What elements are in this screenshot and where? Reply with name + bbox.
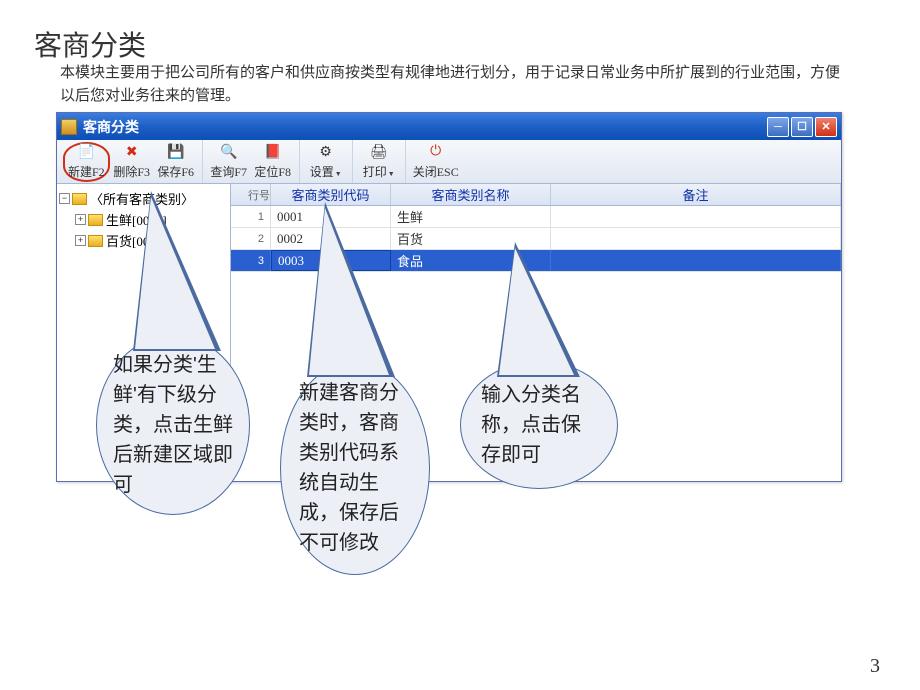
col-rownum[interactable]: 行号	[231, 184, 271, 205]
delete-button[interactable]: ✖ 删除F3	[110, 142, 154, 182]
cell-name[interactable]: 生鲜	[391, 206, 551, 227]
close-button[interactable]: ✕	[815, 117, 837, 137]
col-remark[interactable]: 备注	[551, 184, 841, 205]
close-esc-label: 关闭ESC	[413, 163, 459, 180]
delete-label: 删除F3	[113, 163, 150, 180]
new-icon: 📄	[77, 144, 95, 161]
collapse-icon[interactable]: −	[59, 193, 70, 204]
query-icon: 🔍	[220, 144, 238, 161]
cell-rownum: 1	[231, 206, 271, 227]
save-icon: 💾	[167, 144, 185, 161]
print-icon: 🖨	[370, 144, 388, 161]
locate-label: 定位F8	[254, 163, 291, 180]
callout-name: 输入分类名称，点击保存即可	[460, 361, 618, 489]
window-title: 客商分类	[83, 117, 767, 137]
folder-icon	[72, 193, 87, 205]
titlebar[interactable]: 客商分类 ─ ☐ ✕	[57, 113, 841, 140]
settings-icon: ⚙	[317, 144, 335, 161]
locate-icon: 📕	[264, 144, 282, 161]
callout-tree: 如果分类'生鲜'有下级分类，点击生鲜后新建区域即可	[96, 335, 250, 515]
power-icon: ⏻	[427, 144, 445, 161]
minimize-button[interactable]: ─	[767, 117, 789, 137]
callout-text: 输入分类名称，点击保存即可	[481, 380, 597, 470]
cell-remark[interactable]	[551, 228, 841, 249]
cell-remark[interactable]	[551, 250, 841, 271]
query-button[interactable]: 🔍 查询F7	[207, 142, 251, 182]
callout-code: 新建客商分类时，客商类别代码系统自动生成，保存后不可修改	[280, 361, 430, 575]
cell-remark[interactable]	[551, 206, 841, 227]
save-button[interactable]: 💾 保存F6	[154, 142, 198, 182]
cell-rownum: 3	[231, 250, 271, 271]
folder-icon	[88, 214, 103, 226]
settings-label: 设置▼	[310, 163, 342, 180]
page-description: 本模块主要用于把公司所有的客户和供应商按类型有规律地进行划分，用于记录日常业务中…	[60, 62, 840, 107]
expand-icon[interactable]: +	[75, 214, 86, 225]
settings-button[interactable]: ⚙ 设置▼	[304, 142, 348, 182]
col-name[interactable]: 客商类别名称	[391, 184, 551, 205]
delete-icon: ✖	[123, 144, 141, 161]
expand-icon[interactable]: +	[75, 235, 86, 246]
page-title: 客商分类	[34, 24, 146, 64]
save-label: 保存F6	[157, 163, 194, 180]
folder-icon	[88, 235, 103, 247]
callout-text: 如果分类'生鲜'有下级分类，点击生鲜后新建区域即可	[113, 350, 233, 500]
new-label: 新建F2	[68, 163, 105, 180]
cell-rownum: 2	[231, 228, 271, 249]
print-button[interactable]: 🖨 打印▼	[357, 142, 401, 182]
toolbar: 📄 新建F2 ✖ 删除F3 💾 保存F6 🔍 查询F7 📕 定位F8	[57, 140, 841, 184]
print-label: 打印▼	[363, 163, 395, 180]
app-icon	[61, 119, 77, 135]
locate-button[interactable]: 📕 定位F8	[251, 142, 295, 182]
maximize-button[interactable]: ☐	[791, 117, 813, 137]
callout-text: 新建客商分类时，客商类别代码系统自动生成，保存后不可修改	[299, 378, 411, 558]
close-esc-button[interactable]: ⏻ 关闭ESC	[410, 142, 462, 182]
new-button[interactable]: 📄 新建F2	[63, 142, 110, 182]
page-number: 3	[870, 655, 880, 678]
query-label: 查询F7	[210, 163, 247, 180]
